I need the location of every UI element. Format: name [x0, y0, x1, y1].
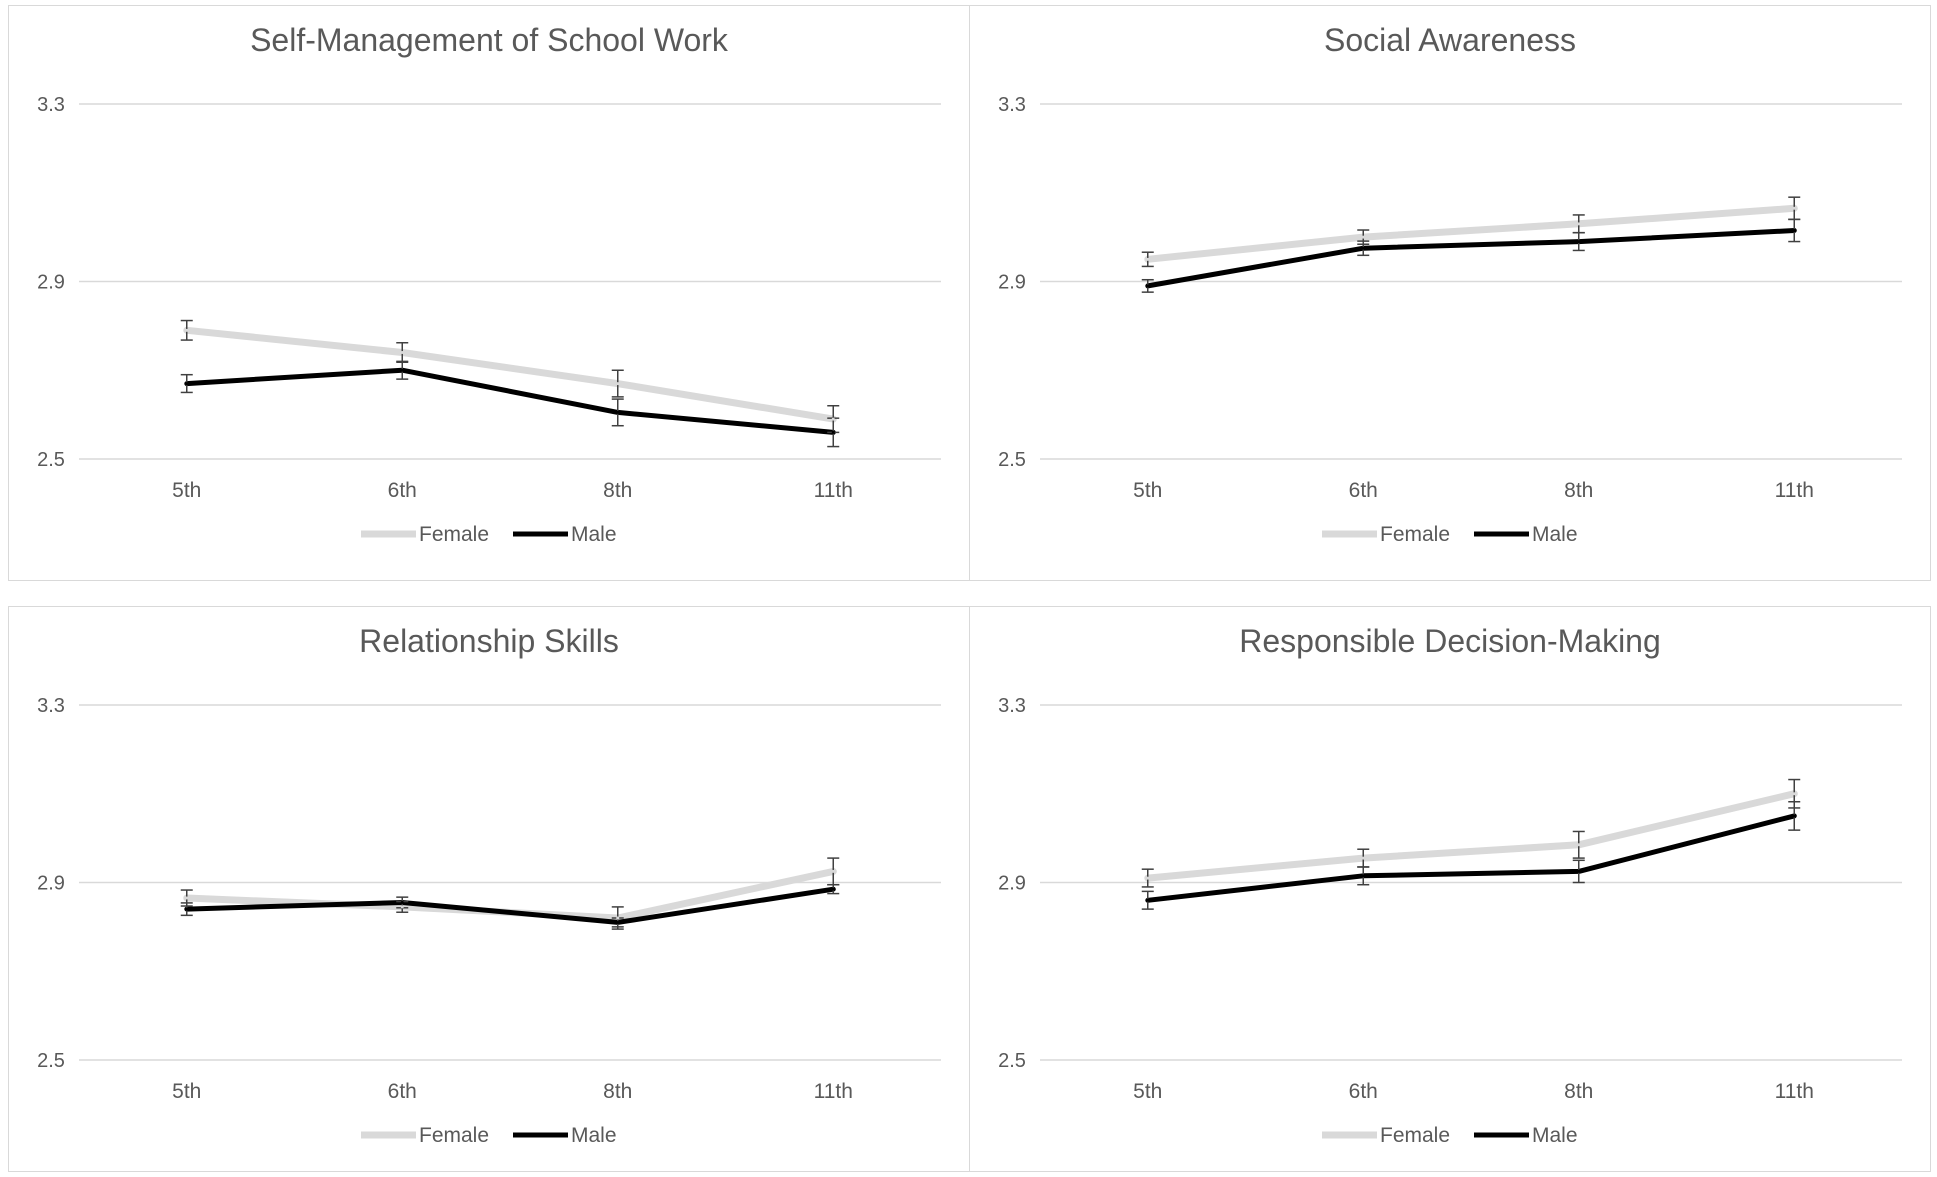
series-line-female [1144, 204, 1798, 263]
legend: Female Male [361, 523, 617, 546]
chart-title: Social Awareness [1324, 22, 1576, 58]
x-tick-label: 5th [172, 1080, 201, 1103]
x-tick-label: 8th [1564, 479, 1593, 502]
data-point-male [1146, 898, 1150, 902]
data-point-female [185, 328, 189, 332]
data-point-male [185, 907, 189, 911]
y-tick-label: 3.3 [37, 695, 65, 717]
chart-panel-relationship-skills: Relationship Skills 2.5 2.9 3.3 5th 6th 8th 11t… [8, 606, 970, 1172]
chart-svg: Responsible Decision-Making 2.5 2.9 3.3 5th 6… [998, 623, 1902, 1147]
chart-panel-social-awareness: Social Awareness 2.5 2.9 3.3 5th 6th 8th 11th Fe… [969, 5, 1931, 581]
chart-panel-responsible-decision-making: Responsible Decision-Making 2.5 2.9 3.3 5th 6… [969, 606, 1931, 1172]
series-line-male [184, 886, 836, 925]
data-point-female [1146, 876, 1150, 880]
data-point-male [400, 368, 404, 372]
y-tick-label: 2.5 [37, 1050, 65, 1072]
data-point-female [1361, 856, 1365, 860]
x-tick-label: 6th [388, 479, 417, 502]
data-point-male [400, 900, 404, 904]
y-tick-label: 2.5 [998, 449, 1026, 471]
y-tick-label: 2.5 [37, 449, 65, 471]
data-point-male [1361, 246, 1365, 250]
legend-label-female: Female [419, 1124, 489, 1147]
legend-label-male: Male [571, 523, 617, 546]
data-point-male [831, 430, 835, 434]
x-tick-label: 6th [1349, 479, 1378, 502]
legend-label-male: Male [1532, 523, 1578, 546]
legend-label-female: Female [1380, 523, 1450, 546]
chart-svg: Self-Management of School Work 2.5 2.9 3.3 5… [37, 22, 941, 546]
data-point-male [1361, 874, 1365, 878]
data-point-male [1577, 240, 1581, 244]
data-point-female [831, 417, 835, 421]
x-tick-label: 8th [603, 1080, 632, 1103]
chart-svg: Social Awareness 2.5 2.9 3.3 5th 6th 8th 11th Fe… [998, 22, 1902, 546]
x-tick-label: 5th [1133, 479, 1162, 502]
chart-title: Responsible Decision-Making [1239, 623, 1661, 659]
data-point-male [1146, 284, 1150, 288]
data-point-female [1146, 257, 1150, 261]
x-tick-label: 11th [1775, 1080, 1814, 1103]
y-tick-label: 2.9 [998, 873, 1026, 895]
legend: Female Male [361, 1124, 617, 1147]
y-tick-label: 3.3 [998, 695, 1026, 717]
series-line-male [1145, 813, 1797, 903]
chart-title: Relationship Skills [359, 623, 619, 659]
legend-label-female: Female [1380, 1124, 1450, 1147]
x-tick-label: 8th [1564, 1080, 1593, 1103]
data-point-female [616, 382, 620, 386]
y-tick-label: 2.9 [998, 272, 1026, 294]
legend-label-male: Male [1532, 1124, 1578, 1147]
x-tick-label: 11th [814, 1080, 853, 1103]
data-point-male [1577, 869, 1581, 873]
data-point-male [831, 887, 835, 891]
data-point-male [1792, 814, 1796, 818]
chart-svg: Relationship Skills 2.5 2.9 3.3 5th 6th 8th 11t… [37, 623, 941, 1147]
y-tick-label: 2.5 [998, 1050, 1026, 1072]
series-line-female [183, 326, 837, 423]
chart-panel-self-management: Self-Management of School Work 2.5 2.9 3.3 5… [8, 5, 970, 581]
data-point-female [831, 869, 835, 873]
y-tick-label: 2.9 [37, 272, 65, 294]
chart-title: Self-Management of School Work [250, 22, 729, 58]
x-tick-label: 11th [1775, 479, 1814, 502]
y-tick-label: 2.9 [37, 873, 65, 895]
x-tick-label: 6th [1349, 1080, 1378, 1103]
data-point-female [1792, 206, 1796, 210]
data-point-female [1577, 222, 1581, 226]
y-tick-label: 3.3 [998, 94, 1026, 116]
x-tick-label: 8th [603, 479, 632, 502]
x-tick-label: 6th [388, 1080, 417, 1103]
series-line-female [1144, 790, 1798, 882]
y-tick-label: 3.3 [37, 94, 65, 116]
data-point-female [1361, 235, 1365, 239]
data-point-female [400, 905, 404, 909]
legend-label-female: Female [419, 523, 489, 546]
data-point-male [616, 410, 620, 414]
data-point-female [400, 351, 404, 354]
legend-label-male: Male [571, 1124, 617, 1147]
series-line-male [184, 367, 836, 435]
data-point-male [185, 382, 189, 386]
data-point-male [1792, 228, 1796, 232]
data-point-female [616, 916, 620, 920]
data-point-female [1792, 792, 1796, 796]
x-tick-label: 5th [1133, 1080, 1162, 1103]
x-tick-label: 11th [814, 479, 853, 502]
series-line-male [1145, 228, 1797, 289]
x-tick-label: 5th [172, 479, 201, 502]
data-point-female [1577, 843, 1581, 847]
legend: Female Male [1322, 1124, 1578, 1147]
legend: Female Male [1322, 523, 1578, 546]
data-point-male [616, 920, 620, 924]
data-point-female [185, 896, 189, 900]
